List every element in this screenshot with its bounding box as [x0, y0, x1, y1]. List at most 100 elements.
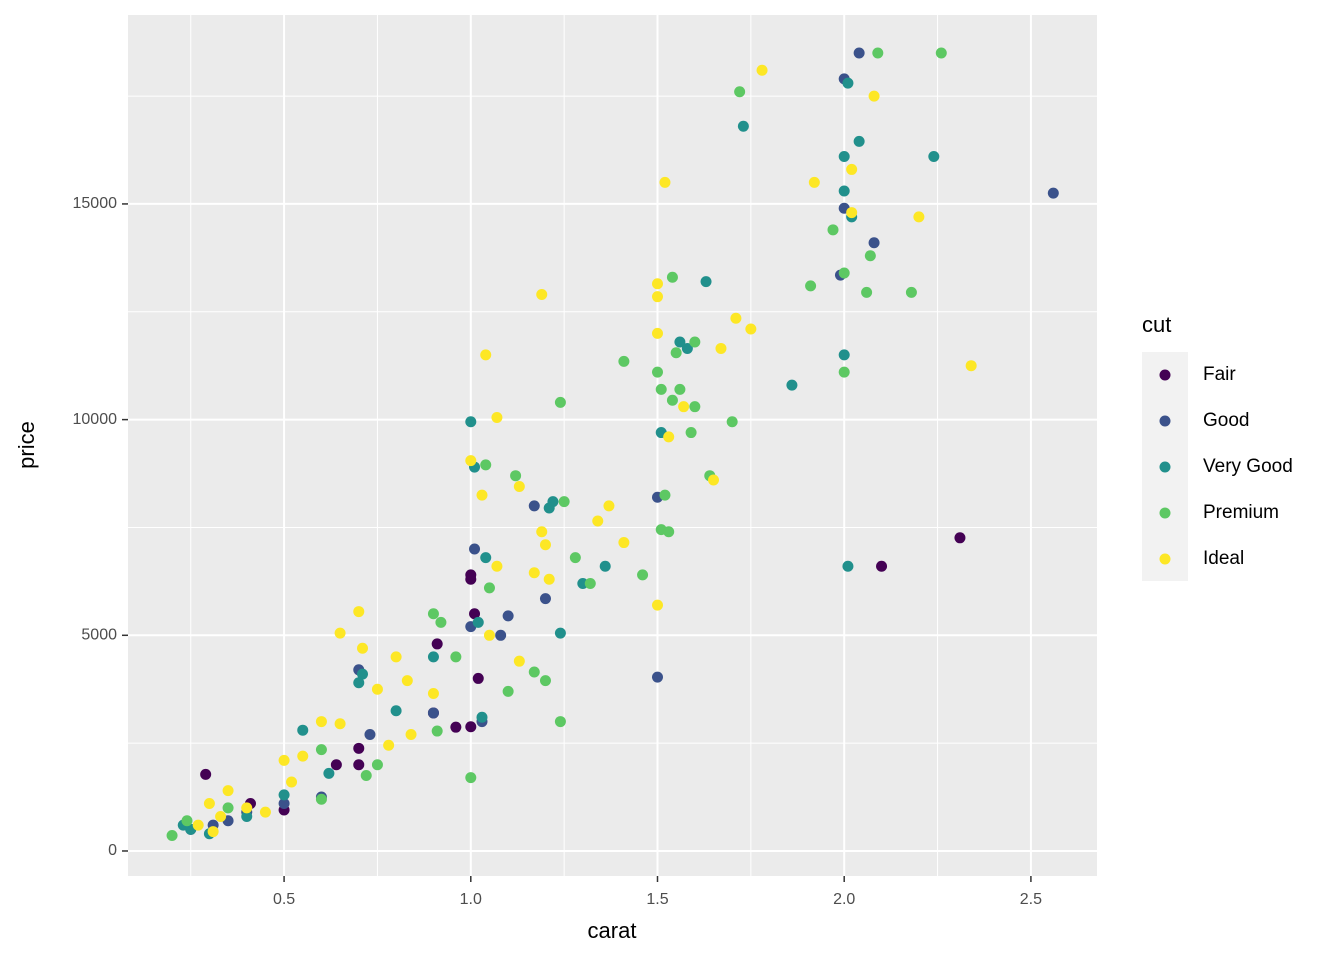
point	[543, 502, 555, 514]
point	[655, 383, 667, 395]
point	[637, 569, 649, 581]
point	[357, 668, 369, 680]
point	[670, 347, 682, 359]
point	[401, 675, 413, 687]
legend-label: Very Good	[1203, 456, 1293, 477]
point	[480, 552, 492, 564]
point	[536, 526, 548, 538]
point	[472, 616, 484, 628]
point	[315, 744, 327, 756]
point	[491, 411, 503, 423]
point	[241, 802, 253, 814]
point	[663, 431, 675, 443]
point	[868, 237, 880, 249]
point	[427, 688, 439, 700]
point	[476, 711, 488, 723]
point	[286, 776, 298, 788]
legend-title: cut	[1142, 312, 1171, 337]
point	[666, 394, 678, 406]
point	[543, 573, 555, 585]
point	[838, 185, 850, 197]
point	[465, 573, 477, 585]
x-tick-label: 1.5	[646, 891, 668, 908]
point	[215, 810, 227, 822]
point	[371, 683, 383, 695]
point	[360, 769, 372, 781]
point	[838, 366, 850, 378]
point	[827, 224, 839, 236]
point	[390, 705, 402, 717]
point	[651, 291, 663, 303]
point	[846, 163, 858, 175]
point	[323, 767, 335, 779]
point	[334, 718, 346, 730]
legend-label: Premium	[1203, 502, 1279, 523]
y-tick-label: 10000	[73, 411, 118, 428]
point	[483, 582, 495, 594]
point	[334, 627, 346, 639]
point	[259, 806, 271, 818]
point	[353, 677, 365, 689]
point	[297, 724, 309, 736]
point	[450, 721, 462, 733]
point	[528, 500, 540, 512]
point	[842, 77, 854, 89]
point	[476, 489, 488, 501]
point	[689, 401, 701, 413]
point	[495, 629, 507, 641]
point	[554, 627, 566, 639]
point	[539, 539, 551, 551]
point	[808, 176, 820, 188]
point	[842, 560, 854, 572]
point	[450, 651, 462, 663]
point	[528, 666, 540, 678]
point	[864, 250, 876, 262]
point	[734, 86, 746, 98]
point	[700, 276, 712, 288]
point	[651, 366, 663, 378]
point	[469, 608, 481, 620]
point	[480, 349, 492, 361]
point	[861, 286, 873, 298]
point	[427, 707, 439, 719]
point	[353, 606, 365, 618]
point	[651, 671, 663, 683]
point	[330, 759, 342, 771]
point	[528, 567, 540, 579]
point	[737, 120, 749, 132]
point	[200, 768, 212, 780]
point	[805, 280, 817, 292]
point	[868, 90, 880, 102]
x-tick-label: 2.0	[833, 891, 855, 908]
point	[166, 829, 178, 841]
point	[278, 798, 290, 810]
point	[674, 336, 686, 348]
point	[222, 785, 234, 797]
point	[502, 685, 514, 697]
point	[965, 360, 977, 372]
point	[371, 759, 383, 771]
point	[730, 312, 742, 324]
point	[383, 739, 395, 751]
point	[222, 802, 234, 814]
point	[431, 638, 443, 650]
point	[756, 64, 768, 76]
point	[472, 672, 484, 684]
point	[584, 578, 596, 590]
point	[405, 729, 417, 741]
legend-key	[1159, 369, 1171, 381]
point	[913, 211, 925, 223]
point	[241, 810, 253, 822]
x-tick-label: 2.5	[1020, 891, 1042, 908]
point	[357, 642, 369, 654]
point	[192, 819, 204, 831]
point	[510, 470, 522, 482]
point	[846, 207, 858, 219]
point	[502, 610, 514, 622]
point	[539, 593, 551, 605]
y-axis-title: price	[14, 421, 39, 469]
point	[928, 150, 940, 162]
point	[315, 793, 327, 805]
legend-label: Fair	[1203, 364, 1236, 385]
